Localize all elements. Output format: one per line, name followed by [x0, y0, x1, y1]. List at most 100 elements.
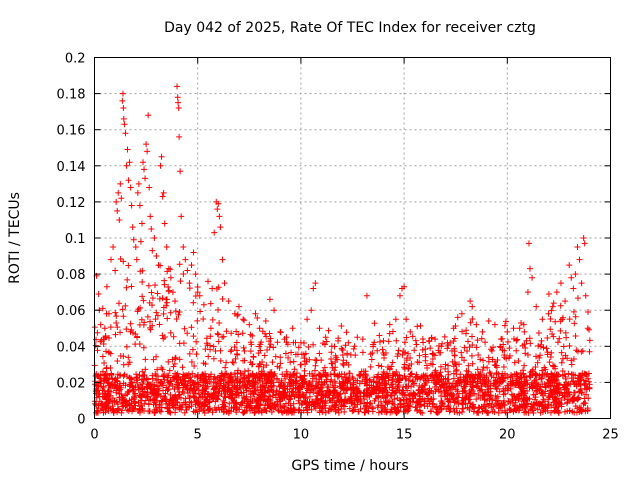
roti-point — [444, 339, 451, 346]
chart-title: Day 042 of 2025, Rate Of TEC Index for r… — [164, 20, 536, 36]
roti-point — [105, 310, 112, 317]
roti-point-cloud — [91, 255, 593, 417]
roti-point — [578, 280, 585, 287]
roti-point — [576, 256, 583, 263]
roti-point — [163, 244, 170, 251]
roti-point — [161, 220, 168, 227]
roti-point — [158, 153, 165, 160]
roti-point — [328, 343, 335, 350]
roti-point — [209, 285, 216, 292]
roti-point — [529, 274, 536, 281]
roti-point — [116, 216, 123, 223]
roti-point — [124, 146, 131, 153]
roti-point — [157, 162, 164, 169]
roti-point — [479, 328, 486, 335]
roti-point — [450, 325, 457, 332]
roti-point — [121, 121, 128, 128]
roti-point — [570, 285, 577, 292]
roti-point — [458, 310, 465, 317]
roti-point — [186, 280, 193, 287]
roti-point — [438, 343, 445, 350]
x-axis-label: GPS time / hours — [291, 458, 408, 474]
roti-point — [211, 229, 218, 236]
roti-point — [463, 330, 470, 337]
roti-point — [178, 213, 185, 220]
roti-point — [225, 298, 232, 305]
roti-point — [425, 337, 432, 344]
roti-point — [308, 307, 315, 314]
roti-point — [469, 303, 476, 310]
roti-point — [130, 236, 137, 243]
roti-point — [403, 316, 410, 323]
roti-point — [118, 195, 125, 202]
roti-point — [584, 325, 591, 332]
roti-point — [182, 256, 189, 263]
roti-point — [149, 247, 156, 254]
roti-point — [134, 189, 141, 196]
roti-point — [252, 310, 259, 317]
y-tick-label: 0.04 — [57, 340, 86, 355]
roti-point — [148, 225, 155, 232]
roti-point — [491, 321, 498, 328]
roti-point — [574, 244, 581, 251]
roti-point — [539, 316, 546, 323]
roti-point — [553, 289, 560, 296]
roti-point — [498, 336, 505, 343]
axis-ticks — [94, 57, 611, 419]
x-tick-label: 15 — [396, 428, 413, 443]
roti-point — [129, 224, 136, 231]
roti-point — [407, 328, 414, 335]
roti-point — [215, 200, 222, 207]
roti-point — [180, 244, 187, 251]
roti-point — [312, 280, 319, 287]
roti-point — [123, 162, 130, 169]
roti-point — [200, 301, 207, 308]
roti-point — [283, 334, 290, 341]
roti-point — [128, 202, 135, 209]
roti-point — [235, 303, 242, 310]
y-tick-label: 0.02 — [57, 376, 86, 391]
x-tick-label: 20 — [499, 428, 516, 443]
roti-point — [510, 325, 517, 332]
x-tick-label: 0 — [90, 428, 98, 443]
roti-point — [99, 305, 106, 312]
roti-point — [419, 346, 426, 353]
roti-point — [524, 289, 531, 296]
roti-point — [126, 159, 133, 166]
roti-point — [103, 283, 110, 290]
y-tick-label: 0.14 — [57, 160, 86, 175]
roti-point — [221, 280, 228, 287]
roti-point — [432, 336, 439, 343]
roti-point — [184, 267, 191, 274]
roti-point — [140, 159, 147, 166]
roti-point — [192, 271, 199, 278]
roti-point — [359, 336, 366, 343]
y-tick-label: 0.16 — [57, 124, 86, 139]
roti-point — [160, 189, 167, 196]
roti-point — [386, 330, 393, 337]
roti-point — [174, 94, 181, 101]
roti-point — [159, 193, 166, 200]
roti-point — [133, 256, 140, 263]
roti-point — [271, 307, 278, 314]
y-tick-label: 0.2 — [65, 52, 86, 67]
roti-point — [101, 325, 108, 332]
roti-point — [127, 184, 134, 191]
roti-point — [169, 289, 176, 296]
roti-point — [520, 321, 527, 328]
roti-point — [176, 133, 183, 140]
roti-point — [380, 337, 387, 344]
roti-point — [216, 213, 223, 220]
roti-point — [196, 292, 203, 299]
roti-point — [141, 166, 148, 173]
roti-point — [114, 207, 121, 214]
roti-point — [177, 168, 184, 175]
roti-point — [113, 198, 120, 205]
roti-point — [119, 97, 126, 104]
roti-point — [240, 316, 247, 323]
roti-point — [119, 90, 126, 97]
roti-point — [504, 328, 511, 335]
roti-point — [582, 292, 589, 299]
roti-point — [401, 283, 408, 290]
